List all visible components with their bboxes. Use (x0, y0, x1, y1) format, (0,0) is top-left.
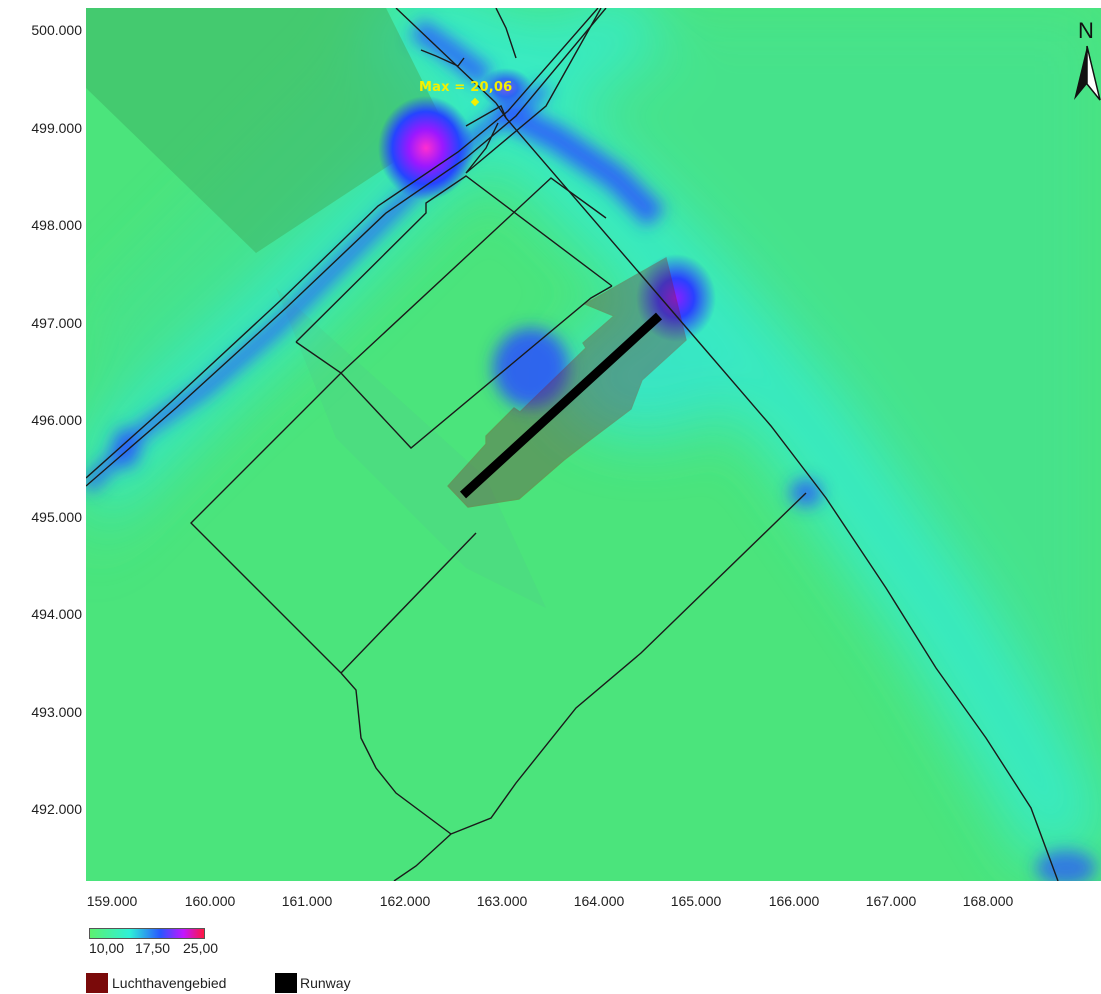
color-scale-max: 25,00 (183, 940, 219, 956)
color-scale-bar (89, 928, 205, 939)
y-tick-label: 498.000 (31, 217, 82, 233)
north-arrow-icon (1074, 45, 1101, 101)
color-scale-min: 10,00 (89, 940, 125, 956)
north-arrow: N (1072, 18, 1101, 104)
legend-label-luchthavengebied: Luchthavengebied (112, 975, 227, 991)
y-tick-label: 499.000 (31, 120, 82, 136)
y-tick-label: 500.000 (31, 22, 82, 38)
legend-swatch-luchthavengebied (86, 973, 108, 993)
airport-area (447, 257, 687, 508)
y-tick-label: 495.000 (31, 509, 82, 525)
runway (459, 312, 663, 499)
x-tick-label: 165.000 (670, 893, 722, 909)
x-tick-label: 164.000 (573, 893, 625, 909)
x-tick-label: 161.000 (281, 893, 333, 909)
y-tick-label: 494.000 (31, 606, 82, 622)
x-tick-label: 163.000 (476, 893, 528, 909)
field-parcel-overlay (86, 8, 446, 253)
y-tick-label: 493.000 (31, 704, 82, 720)
north-label: N (1078, 18, 1094, 43)
x-tick-label: 159.000 (86, 893, 138, 909)
map-panel[interactable] (86, 8, 1101, 881)
color-scale-mid: 17,50 (135, 940, 171, 956)
x-tick-label: 167.000 (865, 893, 917, 909)
x-tick-label: 162.000 (379, 893, 431, 909)
y-tick-label: 496.000 (31, 412, 82, 428)
legend-label-runway: Runway (300, 975, 351, 991)
max-value-label: Max = 20,06 (419, 80, 513, 95)
x-tick-label: 168.000 (962, 893, 1014, 909)
contour-map (86, 8, 1101, 881)
legend-swatch-runway (275, 973, 297, 993)
y-tick-label: 497.000 (31, 315, 82, 331)
road-lines (86, 8, 1059, 881)
x-tick-label: 160.000 (184, 893, 236, 909)
y-tick-label: 492.000 (31, 801, 82, 817)
max-marker (470, 97, 480, 107)
x-tick-label: 166.000 (768, 893, 820, 909)
